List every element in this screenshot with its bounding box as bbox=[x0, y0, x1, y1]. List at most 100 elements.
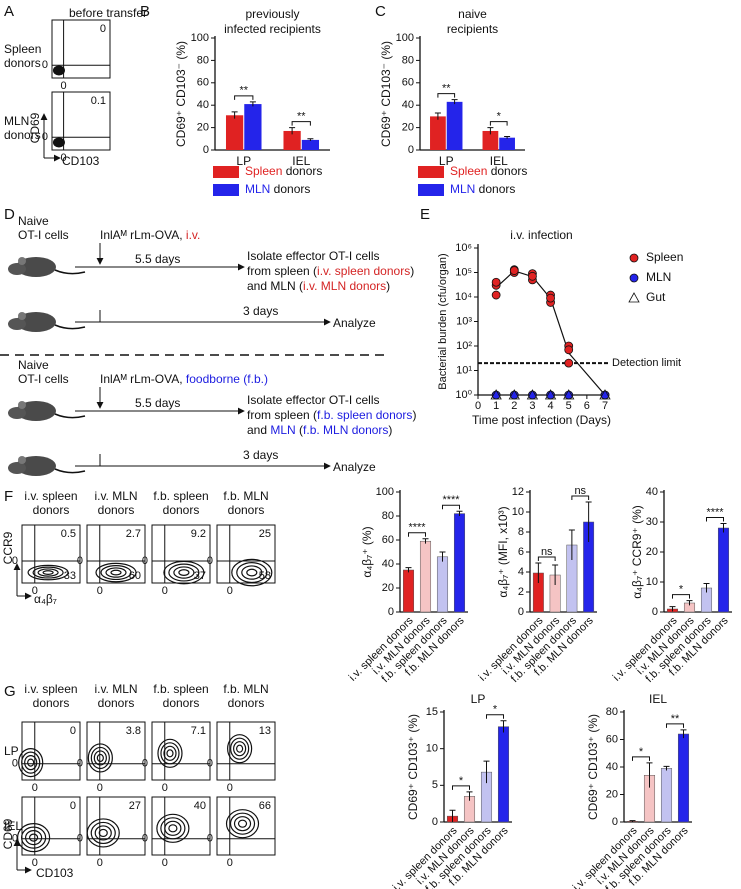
axis-zero: 0 bbox=[227, 782, 233, 794]
legend-suffix: donors bbox=[487, 164, 527, 178]
step-label: and MLN (i.v. MLN donors) bbox=[247, 279, 390, 293]
error-bar bbox=[585, 501, 592, 542]
contour bbox=[156, 813, 190, 843]
legend-marker bbox=[628, 292, 640, 303]
column-title: donors bbox=[163, 696, 200, 710]
axis-title: CD69 bbox=[28, 112, 42, 143]
flow-plot bbox=[51, 19, 111, 79]
significance-label: ** bbox=[297, 111, 306, 123]
axis-zero: 0 bbox=[97, 585, 103, 597]
significance-bracket bbox=[571, 495, 590, 500]
trend-line bbox=[495, 270, 606, 396]
quadrant-value: 0 bbox=[70, 725, 76, 737]
contour bbox=[37, 568, 59, 577]
cell-label: Naive bbox=[18, 214, 49, 228]
x-tick-label: 7 bbox=[602, 400, 608, 412]
quadrant-value: 25 bbox=[259, 528, 271, 540]
axis-title: CD103 bbox=[62, 154, 100, 168]
y-tick-label: 10⁶ bbox=[455, 242, 472, 254]
y-tick-label: 80 bbox=[197, 54, 209, 66]
panel-label: G bbox=[4, 683, 16, 700]
significance-bracket bbox=[489, 121, 508, 126]
panel-label: D bbox=[4, 206, 15, 223]
mouse-tail bbox=[54, 324, 86, 330]
axis-zero: 0 bbox=[97, 857, 103, 869]
axis-zero: 0 bbox=[77, 833, 83, 845]
y-tick-label: 40 bbox=[606, 761, 618, 773]
significance-label: * bbox=[639, 746, 644, 758]
quadrant-value: 66 bbox=[259, 800, 271, 812]
y-tick-label: 20 bbox=[382, 582, 394, 594]
flow-plot bbox=[51, 91, 111, 151]
column-title: i.v. spleen bbox=[24, 489, 77, 503]
x-tick-label: 5 bbox=[566, 400, 572, 412]
legend-label: MLN donors bbox=[245, 182, 310, 196]
y-axis-title: CD69⁺ CD103⁺ (%) bbox=[406, 714, 420, 820]
quadrant-value: 0 bbox=[70, 800, 76, 812]
legend-swatch bbox=[418, 166, 444, 178]
contour bbox=[164, 820, 182, 836]
axis-title: CD69 bbox=[1, 818, 15, 849]
contour bbox=[16, 822, 51, 853]
axis-zero: 0 bbox=[142, 555, 148, 567]
axis-title: CD103 bbox=[36, 866, 74, 880]
legend-marker bbox=[629, 253, 639, 263]
row-label: LP bbox=[4, 744, 19, 758]
mouse-ear bbox=[18, 257, 26, 265]
y-tick-label: 60 bbox=[382, 534, 394, 546]
x-tick-label: IEL bbox=[490, 154, 508, 168]
contour bbox=[173, 566, 195, 579]
flow-plot bbox=[151, 524, 211, 584]
text-run: f.b. spleen donors bbox=[317, 408, 412, 422]
reference-label: Detection limit bbox=[612, 357, 681, 369]
axis-zero: 0 bbox=[142, 833, 148, 845]
legend-swatch bbox=[418, 184, 444, 196]
bar bbox=[301, 139, 320, 150]
flow-plot bbox=[21, 721, 81, 781]
bar bbox=[244, 104, 262, 150]
axis-zero: 0 bbox=[162, 585, 168, 597]
flow-plot bbox=[86, 721, 146, 781]
error-bar bbox=[483, 760, 490, 784]
chart-title: i.v. infection bbox=[510, 228, 572, 242]
axis-zero: 0 bbox=[42, 59, 48, 71]
text-run: InlAᴹ rLm-OVA, bbox=[100, 228, 186, 242]
axis-title: CCR9 bbox=[1, 531, 15, 564]
significance-bracket bbox=[706, 517, 724, 522]
error-bar bbox=[686, 600, 693, 606]
axis-zero: 0 bbox=[32, 585, 38, 597]
y-tick-label: 100 bbox=[376, 486, 394, 498]
axis-zero: 0 bbox=[227, 857, 233, 869]
point bbox=[544, 389, 557, 400]
bar bbox=[436, 556, 449, 613]
contour bbox=[95, 562, 137, 583]
flow-plot bbox=[21, 796, 81, 856]
contour bbox=[28, 833, 39, 842]
text-run: ) bbox=[386, 279, 390, 293]
error-bar bbox=[434, 112, 441, 120]
axis-zero: 0 bbox=[12, 758, 18, 770]
row-label: donors bbox=[4, 56, 41, 70]
significance-label: ** bbox=[671, 713, 680, 725]
significance-label: ns bbox=[541, 546, 553, 558]
legend-label: Gut bbox=[646, 290, 666, 304]
panel-header: before transfer bbox=[69, 6, 147, 20]
y-tick-label: 10¹ bbox=[456, 364, 472, 376]
significance-label: **** bbox=[442, 494, 460, 506]
error-bar bbox=[552, 564, 559, 585]
x-axis-title: Time post infection (Days) bbox=[472, 413, 611, 427]
legend-suffix: donors bbox=[475, 182, 515, 196]
row-label: IEL bbox=[4, 819, 22, 833]
error-bar bbox=[487, 127, 494, 135]
legend-swatch bbox=[213, 184, 239, 196]
y-tick-label: 80 bbox=[606, 706, 618, 718]
quadrant-value: 27 bbox=[129, 800, 141, 812]
mouse-tail bbox=[54, 468, 86, 474]
legend-label: Spleen donors bbox=[450, 164, 527, 178]
y-axis-title: CD69⁺ CD103⁺ (%) bbox=[586, 714, 600, 820]
x-tick-label: LP bbox=[236, 154, 251, 168]
significance-label: * bbox=[679, 584, 684, 596]
point bbox=[564, 358, 574, 368]
chart-title: IEL bbox=[649, 692, 667, 706]
legend-label: Spleen bbox=[646, 250, 683, 264]
